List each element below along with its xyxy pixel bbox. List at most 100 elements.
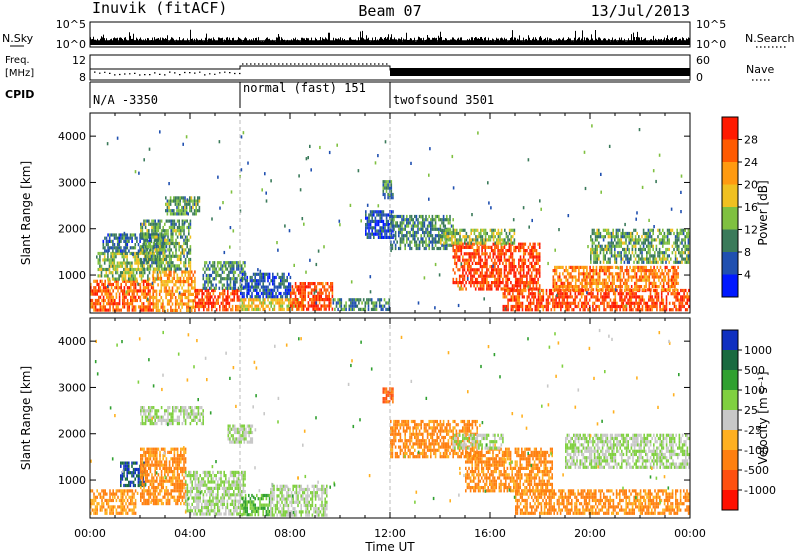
heat-cell bbox=[471, 274, 474, 278]
heat-cell bbox=[123, 271, 125, 275]
heat-cell bbox=[614, 251, 616, 255]
heat-cell bbox=[134, 246, 137, 250]
heat-cell bbox=[249, 275, 252, 280]
heat-cell bbox=[492, 261, 495, 265]
heat-cell bbox=[628, 308, 631, 312]
heat-cell bbox=[632, 308, 634, 312]
heat-cell bbox=[365, 213, 367, 217]
heat-cell bbox=[467, 235, 469, 239]
heat-cell bbox=[158, 299, 161, 303]
heat-cell bbox=[600, 172, 602, 176]
heat-cell bbox=[665, 257, 667, 261]
heat-cell bbox=[113, 243, 116, 247]
heat-cell bbox=[154, 229, 156, 233]
heat-cell bbox=[205, 277, 208, 281]
heat-cell bbox=[521, 268, 523, 272]
heat-cell bbox=[157, 261, 160, 265]
heat-cell bbox=[162, 245, 164, 249]
heat-cell bbox=[240, 264, 243, 268]
heat-cell bbox=[462, 258, 464, 262]
heat-cell bbox=[652, 304, 655, 309]
heat-cell bbox=[470, 258, 472, 262]
heat-cell bbox=[126, 305, 129, 309]
heat-cell bbox=[123, 286, 126, 290]
heat-cell bbox=[625, 292, 628, 296]
heat-cell bbox=[160, 248, 163, 252]
heat-cell bbox=[428, 237, 430, 241]
heat-cell bbox=[154, 254, 156, 258]
heat-cell bbox=[519, 281, 522, 285]
heat-cell bbox=[463, 252, 466, 256]
heat-cell bbox=[97, 274, 100, 278]
heat-cell bbox=[610, 281, 612, 285]
heat-cell bbox=[500, 228, 503, 232]
heat-cell bbox=[98, 302, 100, 306]
heat-cell bbox=[101, 298, 103, 303]
heat-cell bbox=[178, 291, 181, 295]
heat-cell bbox=[616, 265, 619, 269]
heat-cell bbox=[470, 265, 472, 269]
heat-cell bbox=[377, 210, 380, 214]
heat-cell bbox=[236, 267, 238, 271]
heat-cell bbox=[518, 304, 521, 309]
heat-cell bbox=[158, 255, 160, 259]
heat-cell bbox=[619, 272, 622, 276]
heat-cell bbox=[645, 285, 647, 289]
heat-cell bbox=[186, 308, 188, 312]
heat-cell bbox=[302, 304, 305, 308]
heat-cell bbox=[679, 251, 682, 255]
heat-cell bbox=[490, 258, 493, 262]
heat-cell bbox=[226, 267, 229, 271]
heat-cell bbox=[438, 273, 441, 277]
heat-cell bbox=[178, 280, 180, 284]
heat-cell bbox=[181, 219, 184, 223]
heat-cell bbox=[103, 255, 106, 259]
heat-cell bbox=[232, 273, 235, 278]
heat-cell bbox=[197, 202, 199, 206]
heat-cell bbox=[665, 251, 667, 255]
heat-cell bbox=[457, 281, 459, 285]
heat-cell bbox=[183, 221, 186, 225]
heat-cell bbox=[281, 279, 284, 283]
heat-cell bbox=[189, 273, 191, 277]
heat-cell bbox=[193, 199, 196, 203]
heat-cell bbox=[641, 260, 643, 264]
heat-cell bbox=[393, 224, 395, 228]
heat-cell bbox=[537, 301, 540, 305]
heat-cell bbox=[504, 307, 507, 311]
heat-cell bbox=[499, 231, 501, 236]
heat-cell bbox=[441, 228, 444, 232]
heat-cell bbox=[634, 244, 637, 248]
heat-cell bbox=[127, 271, 130, 275]
heat-cell bbox=[484, 277, 487, 281]
heat-cell bbox=[139, 274, 141, 278]
heat-cell bbox=[379, 235, 381, 239]
heat-cell bbox=[537, 281, 539, 285]
heat-cell bbox=[153, 243, 156, 247]
heat-cell bbox=[496, 238, 498, 242]
heat-cell bbox=[503, 271, 506, 275]
heat-cell bbox=[651, 272, 654, 276]
heat-cell bbox=[160, 232, 163, 236]
heat-cell bbox=[170, 305, 172, 309]
heat-cell bbox=[186, 289, 188, 293]
heat-cell bbox=[178, 219, 180, 223]
heat-cell bbox=[148, 233, 151, 237]
heat-cell bbox=[241, 307, 244, 311]
heat-cell bbox=[275, 298, 277, 302]
heat-cell bbox=[306, 307, 308, 311]
heat-cell bbox=[189, 257, 192, 262]
heat-cell bbox=[136, 236, 138, 240]
heat-cell bbox=[484, 249, 487, 253]
heat-cell bbox=[240, 270, 243, 274]
heat-cell bbox=[612, 304, 615, 309]
heat-cell bbox=[104, 308, 106, 312]
heat-cell bbox=[674, 260, 677, 264]
heat-cell bbox=[598, 298, 601, 302]
heat-cell bbox=[97, 261, 100, 265]
heat-cell bbox=[370, 301, 373, 305]
heat-cell bbox=[272, 282, 274, 286]
heat-cell bbox=[99, 264, 101, 268]
heat-cell bbox=[104, 289, 106, 293]
heat-cell bbox=[384, 213, 386, 217]
